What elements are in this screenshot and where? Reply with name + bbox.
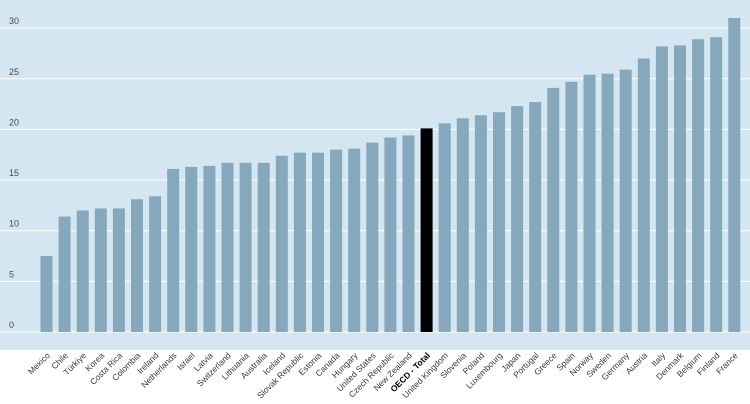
y-tick-label: 25 [9,67,19,77]
bar-portugal [529,102,542,332]
bar-czech-republic [384,137,397,332]
y-tick-label: 15 [9,168,19,178]
bar-korea [94,208,107,332]
y-tick-label: 30 [9,16,19,26]
bar-united-states [366,142,379,332]
bar-colombia [131,199,143,332]
bar-japan [511,106,524,333]
bar-belgium [692,39,705,333]
bar-t-rkiye [76,210,89,332]
bar-lithuania [239,162,252,332]
bar-norway [583,74,596,332]
bar-sweden [601,73,614,333]
bar-israel [185,166,198,332]
bar-australia [257,162,270,332]
bar-poland [474,115,487,333]
bar-ireland [149,196,162,332]
bar-france [728,18,741,332]
bar-luxembourg [493,112,505,332]
bar-spain [565,81,578,332]
bar-denmark [674,45,686,332]
bar-netherlands [167,168,180,332]
bar-finland [710,37,723,332]
bar-chile [58,216,71,332]
y-tick-label: 5 [9,269,14,279]
bar-united-kingdom [438,123,451,332]
bar-switzerland [221,162,234,332]
y-tick-label: 10 [9,219,19,229]
bar-hungary [348,148,361,332]
bar-iceland [275,155,288,332]
bar-slovak-republic [293,152,306,332]
bar-greece [547,87,560,332]
bar-costa-rica [112,208,125,332]
x-tick-label: Mexico [26,350,52,376]
y-tick-label: 0 [9,320,14,330]
y-axis-ticks: 0 5 10 15 20 25 30 [9,16,19,330]
bar-oecd-total [420,128,433,332]
bar-new-zealand [402,135,415,332]
y-tick-label: 20 [9,117,19,127]
bar-estonia [312,152,324,332]
bars [40,18,741,333]
bar-mexico [40,256,53,332]
bar-canada [330,149,343,332]
bar-italy [655,46,668,333]
bar-austria [637,58,650,333]
bar-germany [619,69,632,332]
bar-latvia [203,165,216,332]
bar-slovenia [456,118,469,332]
